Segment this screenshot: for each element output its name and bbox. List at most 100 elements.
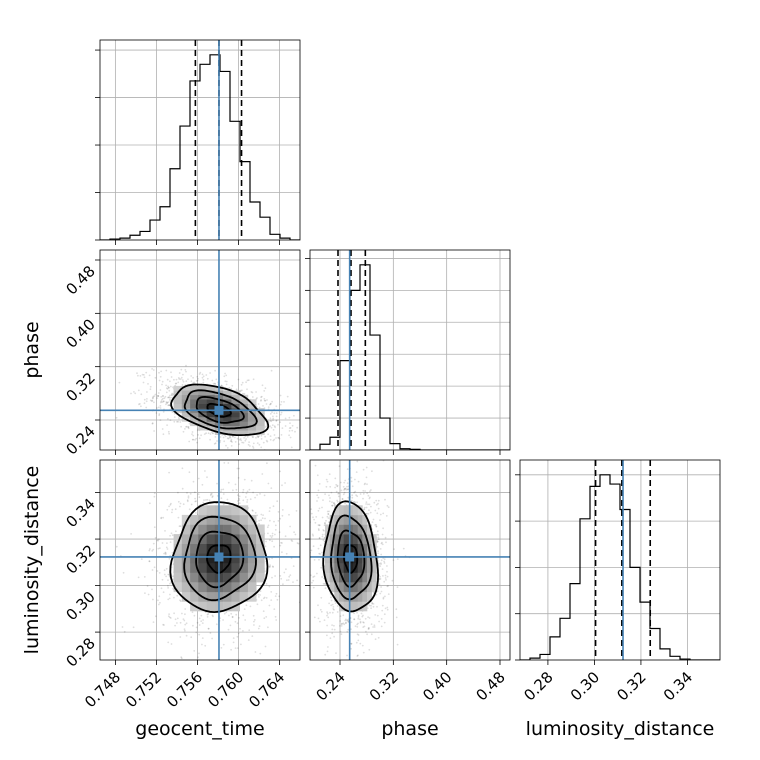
- sample-point-p21-67: [345, 488, 348, 491]
- sample-point-p20-939: [282, 583, 284, 586]
- sample-point-p21-1373: [333, 502, 335, 504]
- density-cell-p10--1-5: [206, 385, 216, 391]
- sample-point-p10-437: [188, 440, 191, 443]
- sample-point-p21-1061: [375, 523, 377, 526]
- sample-point-p21-1282: [324, 587, 327, 589]
- sample-point-p21-77: [363, 625, 366, 628]
- density-cell-p10-4--2: [247, 417, 257, 422]
- sample-point-p21-280: [305, 506, 307, 508]
- density-cell-p21-2--4: [357, 591, 363, 602]
- sample-point-p20-1105: [179, 525, 182, 528]
- density-cell-p21-2--1: [357, 562, 363, 573]
- sample-point-p20-53: [198, 624, 201, 626]
- density-cell-p20--4-1: [181, 543, 191, 554]
- sample-point-p20-340: [274, 575, 276, 577]
- sample-point-p20-372: [179, 505, 181, 508]
- sample-point-p20-858: [245, 604, 248, 607]
- density-cell-p20--4-4: [181, 514, 191, 525]
- grid-p11: [310, 250, 510, 450]
- sample-point-p20-591: [246, 490, 249, 493]
- density-cell-p10--5-3: [173, 394, 183, 400]
- sample-point-p10-17: [227, 437, 230, 440]
- sample-point-p21-1383: [322, 539, 325, 542]
- sample-point-p20-1357: [223, 462, 226, 464]
- sample-point-p21-1212: [329, 497, 331, 499]
- sample-point-p10-894: [140, 405, 142, 408]
- sample-point-p10-423: [257, 403, 260, 405]
- sample-point-p20-710: [201, 643, 203, 646]
- sample-point-p10-357: [170, 376, 173, 378]
- sample-point-p20-46: [153, 566, 156, 569]
- sample-point-p20-493: [296, 542, 299, 544]
- sample-point-p10-244: [161, 380, 164, 383]
- sample-point-p21-207: [374, 509, 377, 512]
- sample-point-p20-1257: [289, 574, 292, 576]
- density-cell-p10--3-1: [190, 403, 199, 409]
- sample-point-p20-654: [195, 512, 197, 514]
- density-cell-p21--2-2: [339, 534, 344, 544]
- sample-point-p10-0: [306, 442, 308, 444]
- density-cell-p10-4--3: [247, 421, 257, 427]
- density-cell-p21-3--2: [362, 572, 368, 583]
- sample-point-p20-466: [271, 540, 274, 543]
- sample-point-p10-345: [166, 388, 169, 390]
- sample-point-p20-1192: [198, 617, 201, 620]
- sample-point-p21-559: [396, 643, 399, 646]
- sample-point-p10-874: [259, 450, 261, 452]
- sample-point-p10-788: [247, 379, 250, 382]
- sample-point-p10-246: [238, 443, 241, 446]
- sample-point-p10-896: [289, 422, 291, 424]
- sample-point-p10-859: [271, 424, 274, 427]
- sample-point-p10-1164: [153, 401, 155, 404]
- sample-point-p20-582: [158, 538, 160, 541]
- contour-p21-1: [336, 529, 366, 588]
- sample-point-p10-495: [185, 380, 188, 383]
- density-cell-p21--5-3: [325, 524, 330, 535]
- sample-point-p21-107: [340, 623, 343, 625]
- sample-point-p21-144: [370, 604, 372, 607]
- sample-point-p21-1288: [318, 524, 321, 526]
- ytick-label-phase-3: 0.48: [62, 262, 98, 298]
- sample-point-p20-390: [254, 512, 257, 514]
- density-cell-p10-1-4: [223, 390, 232, 396]
- density-cell-p20-4--3: [247, 582, 257, 593]
- sample-point-p21-1050: [356, 501, 358, 504]
- sample-point-p21-1183: [363, 483, 366, 486]
- density-cell-p20-4-0: [247, 553, 257, 564]
- panel-geocent_time-geocent_time: [100, 40, 300, 240]
- sample-point-p10-36: [171, 411, 174, 413]
- sample-point-p10-1096: [167, 386, 170, 389]
- sample-point-p20-724: [265, 583, 268, 585]
- sample-point-p10-300: [225, 380, 228, 383]
- sample-point-p10-1397: [252, 436, 255, 439]
- sample-point-p21-1192: [331, 501, 333, 503]
- sample-point-p21-1361: [359, 642, 362, 645]
- sample-point-p21-1081: [386, 570, 388, 573]
- sample-point-p20-642: [177, 491, 179, 494]
- density-cell-p10--2-5: [198, 385, 207, 391]
- sample-point-p10-354: [260, 434, 263, 437]
- sample-point-p20-278: [279, 517, 282, 520]
- sample-point-p21-71: [336, 605, 339, 607]
- sample-point-p21-979: [351, 494, 354, 497]
- sample-point-p20-1292: [277, 511, 280, 513]
- sample-point-p10-1052: [166, 402, 168, 404]
- sample-point-p10-929: [239, 438, 242, 440]
- sample-point-p20-383: [153, 526, 156, 529]
- sample-point-p21-834: [383, 580, 386, 583]
- sample-point-p20-289: [286, 579, 288, 582]
- sample-point-p10-730: [228, 436, 231, 439]
- sample-point-p10-215: [168, 432, 171, 435]
- density-cell-p10--3--2: [190, 417, 199, 422]
- sample-point-p20-1128: [238, 617, 240, 619]
- sample-point-p20-1057: [149, 548, 151, 550]
- sample-point-p20-751: [253, 620, 255, 623]
- sample-point-p21-607: [346, 630, 349, 633]
- sample-point-p21-652: [365, 501, 368, 503]
- sample-point-p10-1303: [162, 433, 165, 436]
- sample-point-p21-580: [304, 535, 306, 537]
- sample-point-p10-1264: [143, 376, 146, 379]
- sample-point-p20-423: [267, 524, 270, 527]
- sample-point-p21-817: [312, 516, 314, 519]
- density-cell-p20-3-2: [239, 534, 249, 544]
